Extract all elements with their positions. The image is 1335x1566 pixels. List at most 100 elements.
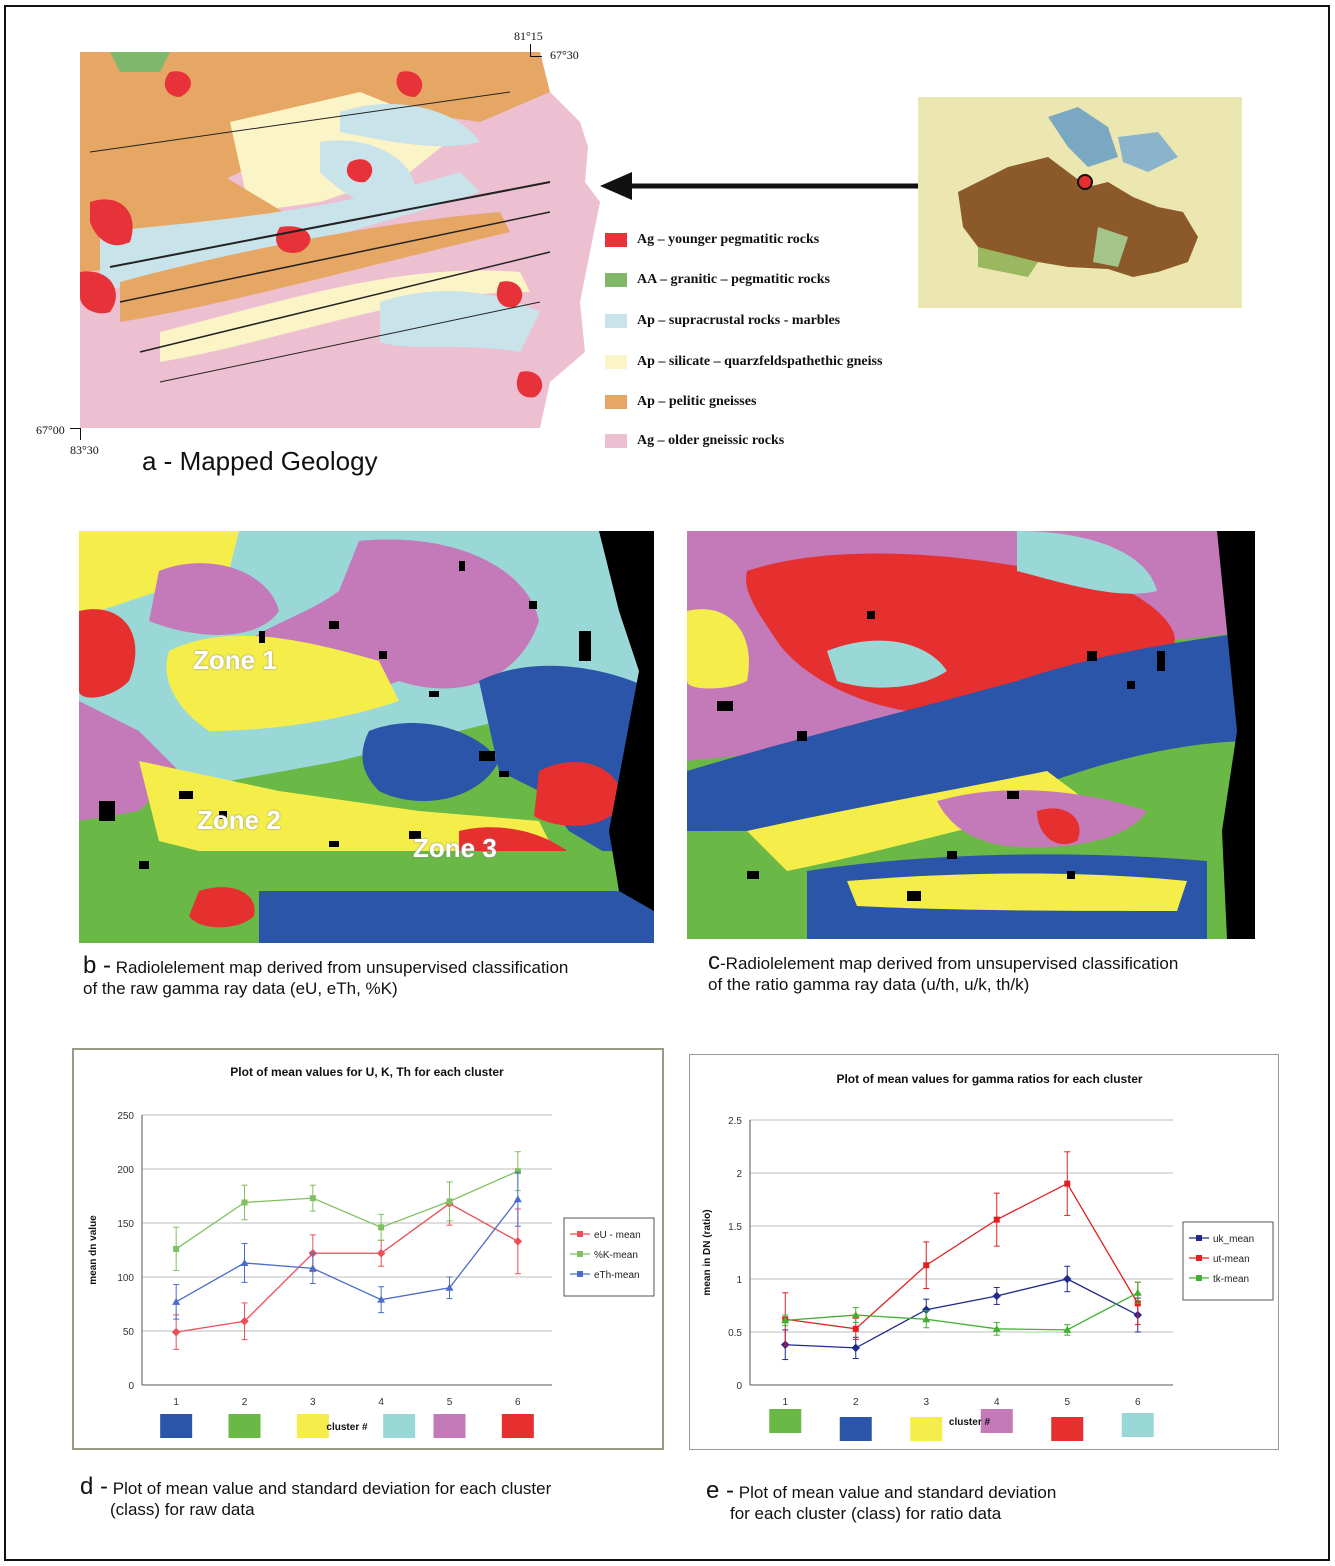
data-point <box>1063 1325 1072 1333</box>
legend-label: Ap – silicate – quarzfeldspathethic gnei… <box>637 354 883 369</box>
caption-e-line2: for each cluster (class) for ratio data <box>730 1504 1002 1523</box>
coord-top-lat: 67°30 <box>550 48 579 62</box>
series-line <box>176 1202 519 1333</box>
caption-e: e - Plot of mean value and standard devi… <box>706 1477 1286 1524</box>
legend-label: Ag – older gneissic rocks <box>637 433 785 448</box>
cluster-color-swatch <box>160 1414 193 1438</box>
y-tick-label: 0.5 <box>728 1328 742 1339</box>
caption-b-line2: of the raw gamma ray data (eU, eTh, %K) <box>83 979 398 998</box>
chart-title: Plot of mean values for gamma ratios for… <box>836 1072 1142 1086</box>
chart-e-svg: Plot of mean values for gamma ratios for… <box>702 1072 1274 1441</box>
legend-entry: eU - mean <box>594 1230 641 1241</box>
data-point <box>922 1315 931 1323</box>
y-tick-label: 1.5 <box>728 1222 742 1233</box>
x-tick-label: 3 <box>923 1397 929 1408</box>
legend-marker <box>1196 1235 1202 1241</box>
data-point <box>445 1283 454 1291</box>
data-point <box>513 1195 522 1203</box>
location-arrow <box>600 170 920 202</box>
coord-tick-bottom-v <box>80 428 81 440</box>
legend-entry: %K-mean <box>594 1250 638 1261</box>
caption-d: d - Plot of mean value and standard devi… <box>80 1473 660 1520</box>
series-line <box>175 1198 519 1303</box>
cluster-color-swatch <box>501 1414 534 1438</box>
data-point <box>240 1258 249 1266</box>
chart-d-svg: Plot of mean values for U, K, Th for eac… <box>88 1065 655 1438</box>
x-tick-label: 1 <box>782 1397 788 1408</box>
y-axis-label: mean dn value <box>88 1215 99 1285</box>
radioelement-map-raw-drawing <box>79 531 654 943</box>
data-point <box>992 1291 1001 1301</box>
legend-item: Ap – supracrustal rocks - marbles <box>605 311 840 331</box>
data-point <box>513 1237 523 1246</box>
caption-c-line1: -Radiolelement map derived from unsuperv… <box>720 954 1179 973</box>
y-tick-label: 0 <box>128 1381 134 1392</box>
x-tick-label: 6 <box>515 1397 521 1408</box>
data-point <box>993 1216 1000 1223</box>
data-point <box>171 1327 181 1337</box>
caption-c-line2: of the ratio gamma ray data (u/th, u/k, … <box>708 975 1030 994</box>
cluster-color-swatch <box>980 1409 1013 1433</box>
series-line <box>175 1170 519 1250</box>
geology-map <box>80 52 600 428</box>
x-tick-label: 4 <box>994 1397 1000 1408</box>
chart-d-frame: Plot of mean values for U, K, Th for eac… <box>72 1048 664 1450</box>
legend-swatch <box>605 355 627 369</box>
series-line <box>785 1278 1139 1349</box>
cluster-color-swatch <box>839 1417 872 1441</box>
zone-1-label: Zone 1 <box>193 645 277 675</box>
geology-map-drawing <box>80 52 600 428</box>
legend-marker <box>1196 1255 1202 1261</box>
legend-label: Ap – pelitic gneisses <box>637 394 757 409</box>
data-point <box>309 1195 316 1202</box>
coord-tick-top <box>530 44 531 56</box>
cluster-color-swatch <box>769 1409 802 1433</box>
x-tick-label: 2 <box>242 1397 248 1408</box>
data-point <box>781 1316 790 1324</box>
legend-marker <box>577 1251 583 1257</box>
y-tick-label: 0 <box>736 1381 742 1392</box>
data-point <box>1064 1180 1071 1187</box>
data-point <box>851 1311 860 1319</box>
data-point <box>1063 1274 1072 1284</box>
y-tick-label: 2.5 <box>728 1116 742 1127</box>
caption-b: b - Radiolelement map derived from unsup… <box>83 954 663 999</box>
legend-marker <box>577 1271 583 1277</box>
y-axis-label: mean in DN (ratio) <box>702 1209 713 1295</box>
cluster-color-swatch <box>910 1417 943 1441</box>
x-tick-label: 2 <box>853 1397 859 1408</box>
legend-marker <box>1196 1275 1202 1281</box>
x-tick-label: 4 <box>378 1397 384 1408</box>
y-tick-label: 100 <box>117 1273 134 1284</box>
data-point <box>446 1198 453 1205</box>
coord-top-lon: 81°15 <box>514 29 543 43</box>
legend-item: AA – granitic – pegmatitic rocks <box>605 270 830 290</box>
caption-e-letter: e - <box>706 1477 735 1504</box>
cluster-color-swatch <box>296 1414 329 1438</box>
radioelement-map-ratio <box>687 531 1255 939</box>
canada-map-drawing <box>918 97 1242 308</box>
legend-entry: tk-mean <box>1213 1274 1249 1285</box>
arrow-left-icon <box>600 172 918 200</box>
cluster-color-swatch <box>1121 1413 1154 1437</box>
data-point <box>851 1343 860 1353</box>
x-tick-label: 5 <box>1064 1397 1070 1408</box>
x-tick-label: 3 <box>310 1397 316 1408</box>
legend-marker <box>577 1231 583 1237</box>
coord-bottom-lat: 67°00 <box>36 423 65 437</box>
data-point <box>241 1199 248 1206</box>
caption-e-line1: Plot of mean value and standard deviatio… <box>738 1483 1057 1502</box>
legend-entry: ut-mean <box>1213 1254 1250 1265</box>
y-tick-label: 2 <box>736 1169 742 1180</box>
caption-d-letter: d - <box>80 1473 109 1500</box>
data-point <box>1133 1288 1142 1296</box>
x-tick-label: 5 <box>447 1397 453 1408</box>
canada-inset-map <box>918 97 1242 308</box>
x-tick-label: 6 <box>1135 1397 1141 1408</box>
legend-item: Ag – younger pegmatitic rocks <box>605 230 819 250</box>
legend-item: Ap – pelitic gneisses <box>605 392 756 412</box>
legend-label: Ap – supracrustal rocks - marbles <box>637 313 841 328</box>
y-tick-label: 1 <box>736 1275 742 1286</box>
cluster-color-swatch <box>383 1414 416 1438</box>
legend-swatch <box>605 434 627 448</box>
